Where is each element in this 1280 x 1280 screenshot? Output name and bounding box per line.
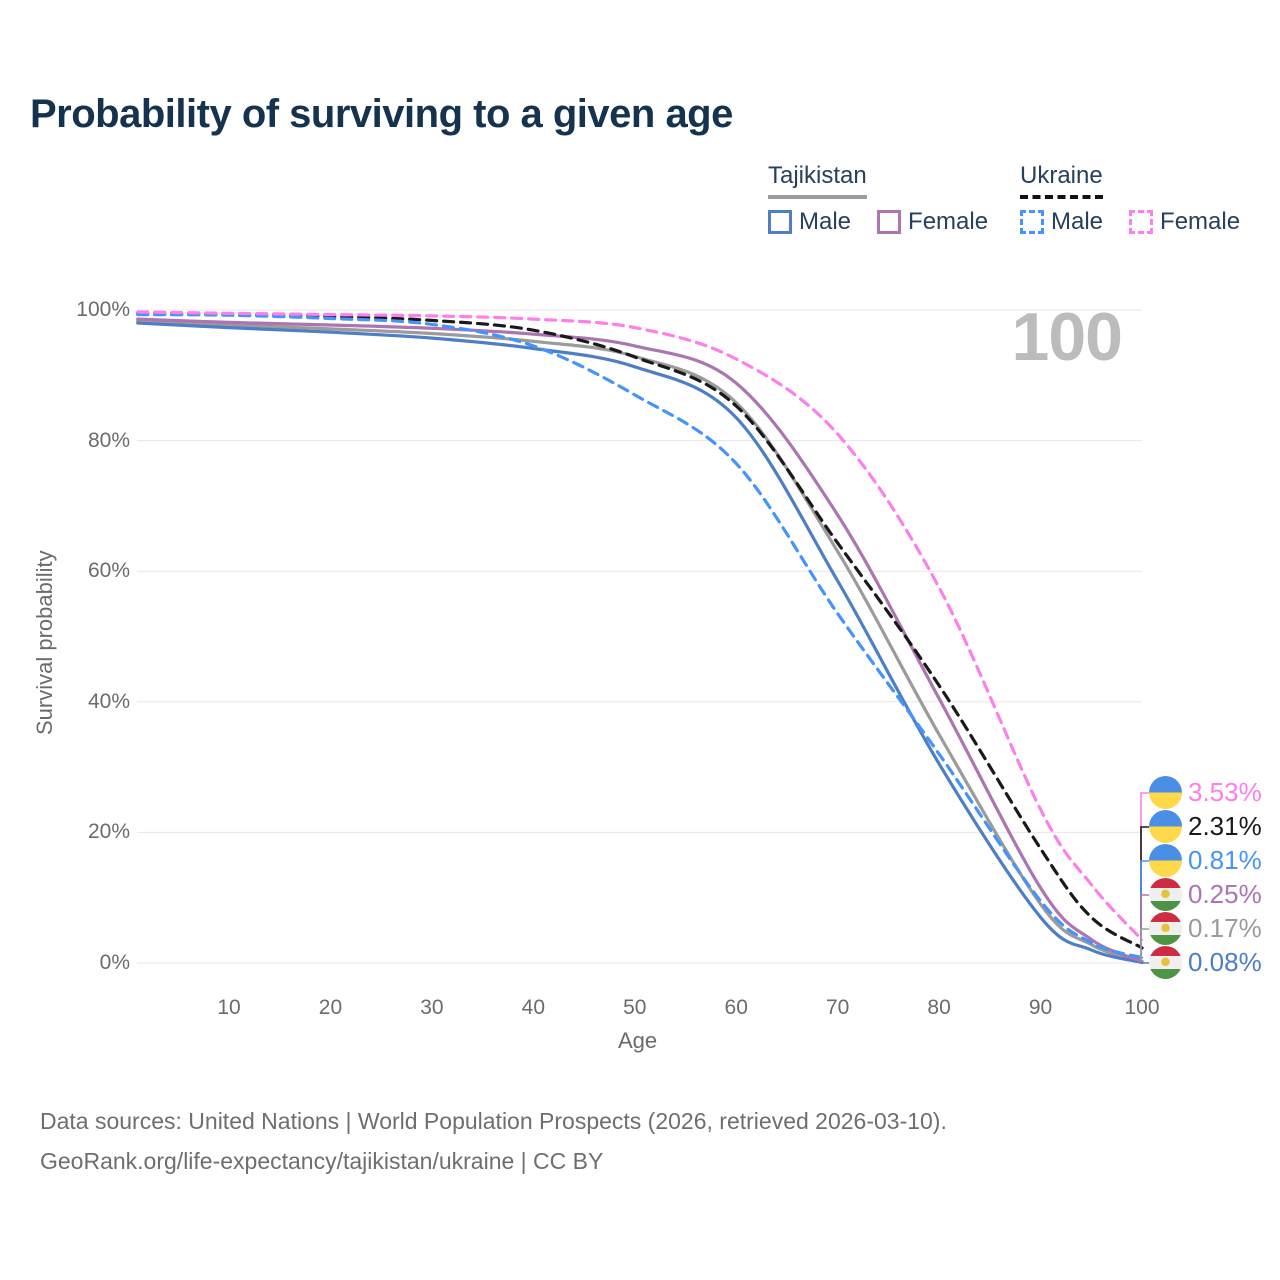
x-tick-label-40: 40 [521,996,546,1019]
tajikistan-flag-icon [1149,912,1182,945]
x-tick-label-20: 20 [318,996,343,1019]
legend-item-ukraine-male[interactable]: Male [1020,208,1103,236]
end-label-tajikistan-male[interactable]: 0.08% [1149,946,1262,979]
y-axis-title: Survival probability [32,550,57,735]
legend-swatch-tajikistan-female [877,210,902,234]
x-tick-label-60: 60 [724,996,748,1019]
survival-curve-tajikistan[interactable] [136,319,1144,964]
ukraine-flag-icon [1149,776,1182,809]
end-label-value: 0.17% [1188,913,1262,943]
y-tick-label-80%: 80% [87,428,130,452]
end-label-value: 3.53% [1188,777,1262,807]
y-tick-label-0%: 0% [99,951,130,974]
end-label-value: 0.25% [1188,879,1262,909]
legend-label-ukraine-male: Male [1051,208,1104,235]
x-tick-label-90: 90 [1028,996,1053,1019]
legend-label-tajikistan-male: Male [799,208,852,235]
y-tick-label-60%: 60% [87,559,130,583]
end-label-tajikistan-female[interactable]: 0.25% [1149,878,1262,911]
legend-item-ukraine-female[interactable]: Female [1129,208,1240,236]
legend-swatch-ukraine-male [1020,210,1044,234]
data-sources-note: Data sources: United Nations | World Pop… [40,1108,947,1134]
x-tick-label-50: 50 [623,996,647,1019]
legend-title-ukraine[interactable]: Ukraine [1020,162,1103,199]
end-label-ukraine-female[interactable]: 3.53% [1149,776,1262,809]
age-watermark: 100 [1011,299,1123,375]
y-tick-label-40%: 40% [87,689,130,713]
legend-group-tajikistan: Tajikistan Male Female [768,162,988,236]
x-tick-label-80: 80 [927,996,951,1019]
end-label-ukraine-male[interactable]: 0.81% [1149,844,1262,877]
end-label-ukraine[interactable]: 2.31% [1149,810,1262,843]
y-tick-label-20%: 20% [87,820,130,844]
survival-curve-tajikistan-female[interactable] [136,317,1144,963]
end-label-value: 2.31% [1188,811,1262,841]
legend-label-ukraine-female: Female [1160,208,1241,235]
ukraine-flag-icon [1149,844,1182,877]
x-tick-label-70: 70 [825,996,850,1019]
ukraine-flag-icon [1149,810,1182,843]
tajikistan-flag-icon [1149,946,1182,979]
legend-label-tajikistan-female: Female [908,208,989,235]
page-title: Probability of surviving to a given age [30,92,733,136]
survival-curve-ukraine-female[interactable] [136,310,1144,942]
legend-item-tajikistan-male[interactable]: Male [768,208,851,236]
legend-swatch-tajikistan-male [768,210,792,234]
leader-line-tajikistan-male [1140,961,1150,964]
legend-title-tajikistan[interactable]: Tajikistan [768,162,867,199]
y-tick-label-100%: 100% [76,298,130,321]
x-tick-label-10: 10 [217,996,241,1019]
tajikistan-flag-icon [1149,878,1182,911]
legend-item-tajikistan-female[interactable]: Female [877,208,988,236]
survival-curve-tajikistan-male[interactable] [136,321,1144,965]
x-tick-label-100: 100 [1124,996,1160,1019]
end-label-tajikistan[interactable]: 0.17% [1149,912,1262,945]
attribution-note: GeoRank.org/life-expectancy/tajikistan/u… [40,1148,604,1174]
x-axis-title: Age [618,1028,658,1053]
end-label-value: 0.08% [1188,947,1262,977]
end-label-value: 0.81% [1188,845,1262,875]
legend-group-ukraine: Ukraine Male Female [1020,162,1240,236]
survival-curve-ukraine[interactable] [136,311,1144,950]
x-tick-label-30: 30 [420,996,444,1019]
legend-swatch-ukraine-female [1129,210,1154,234]
survival-curve-ukraine-male[interactable] [136,312,1144,960]
